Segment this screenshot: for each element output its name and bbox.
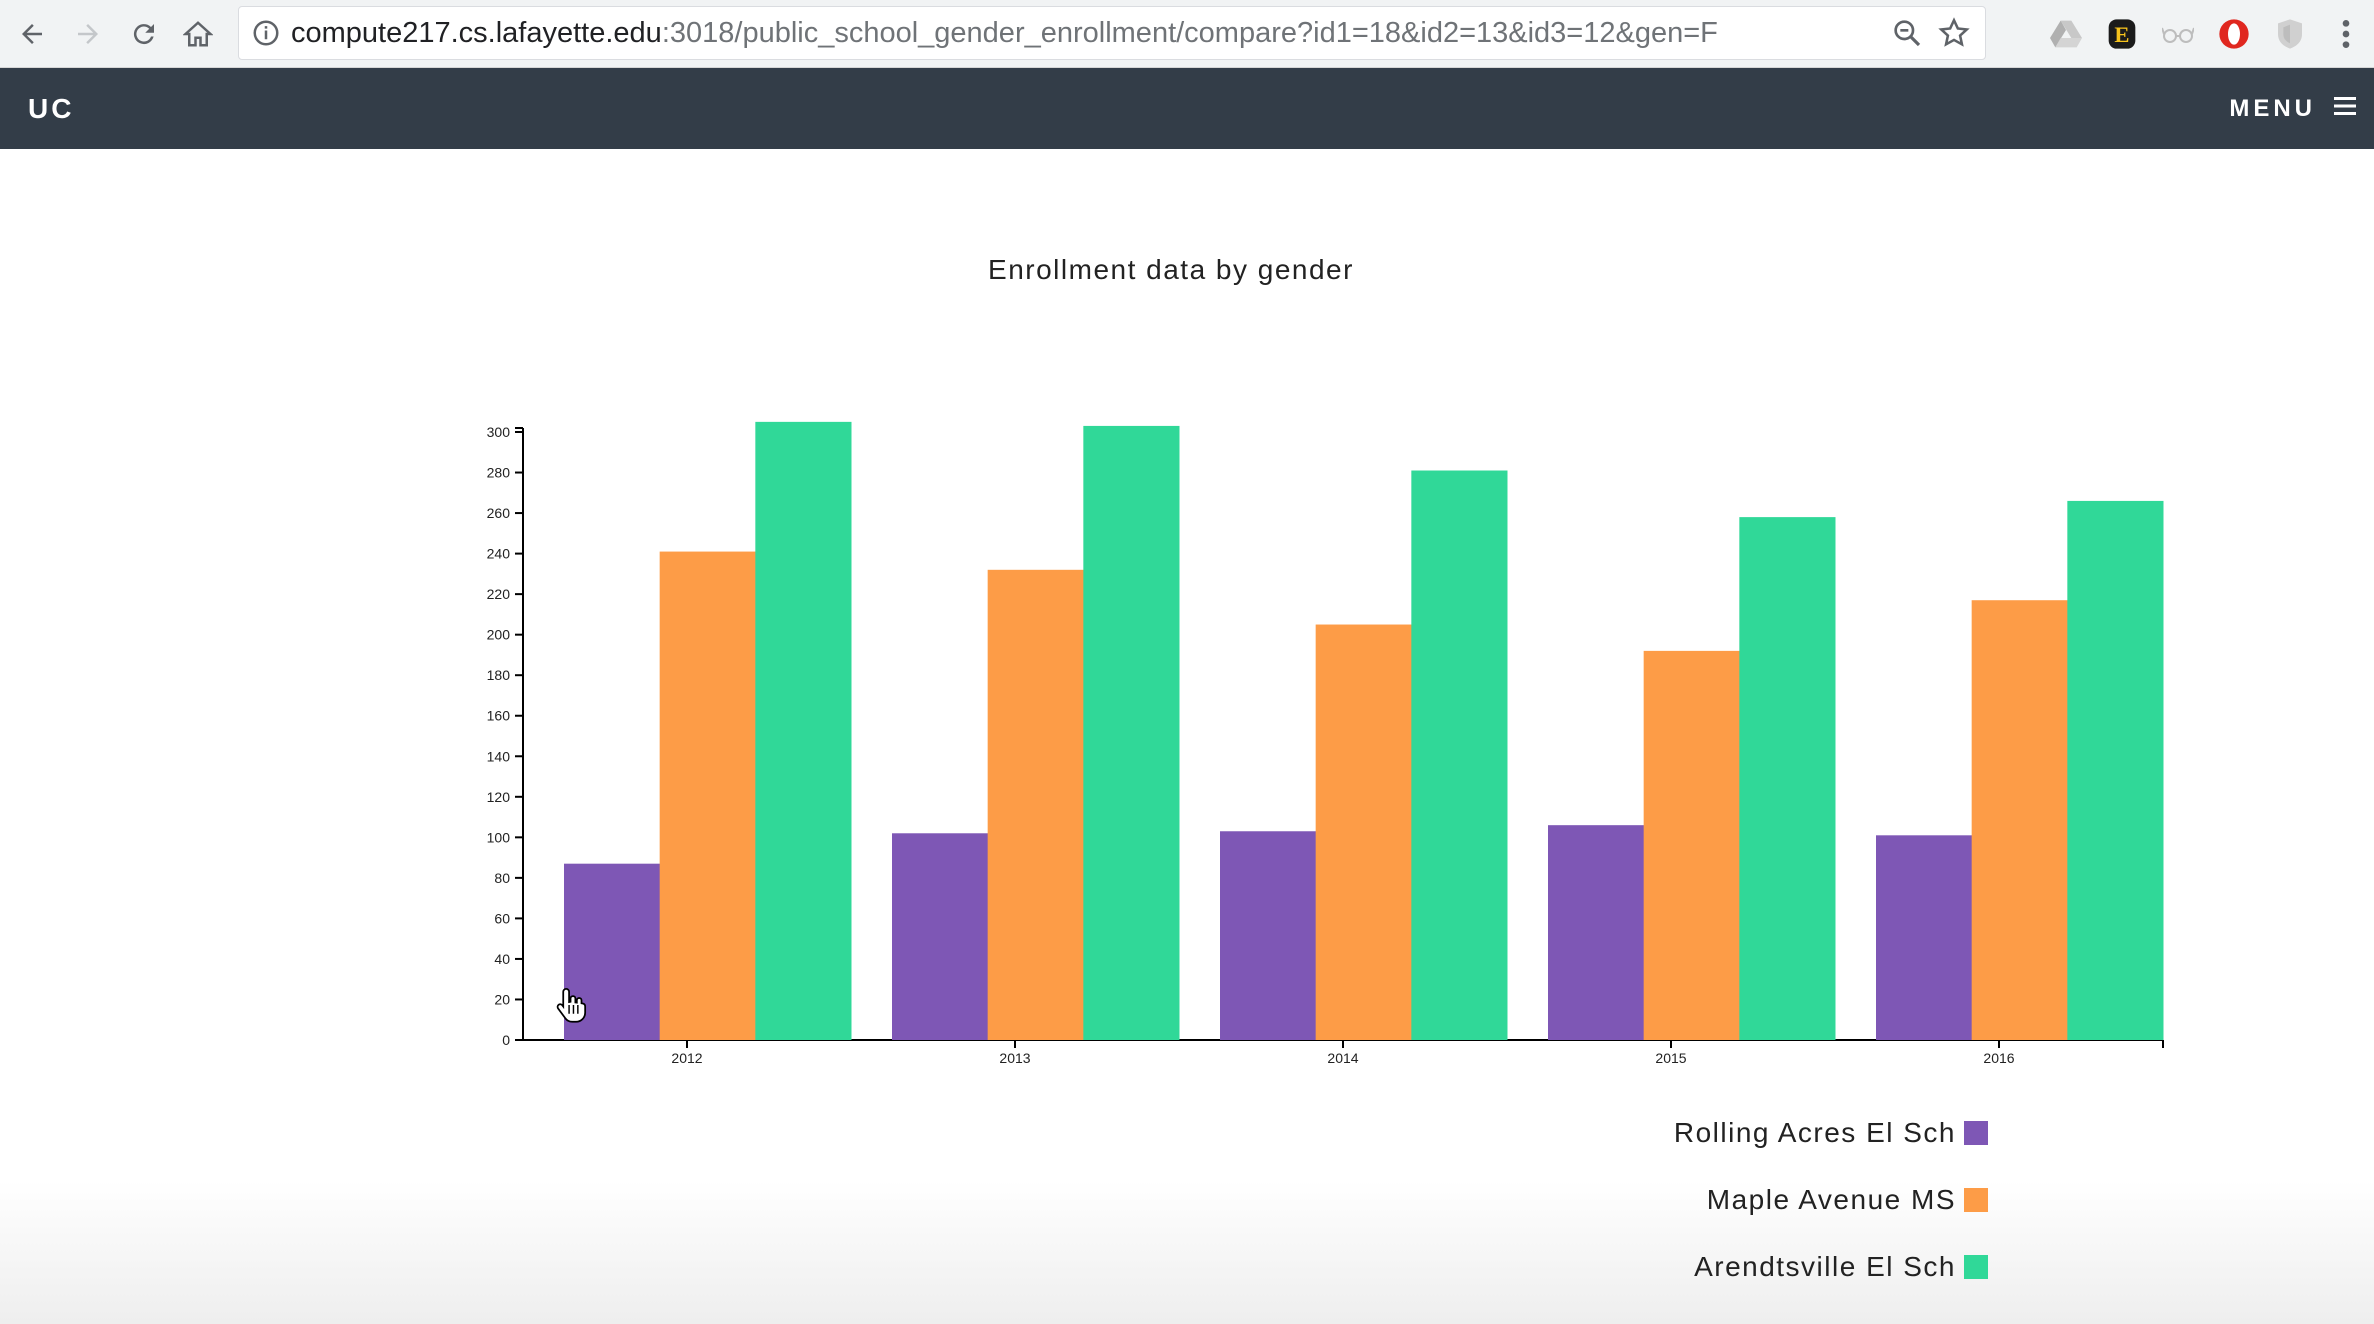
bar-arendtsville-el-sch-2013 [1083, 425, 1180, 1040]
site-info-icon[interactable] [251, 18, 281, 56]
x-tick-label: 2014 [1327, 1050, 1358, 1066]
legend-swatch [1964, 1188, 1988, 1212]
url-path: :3018/public_school_gender_enrollment/co… [661, 17, 1718, 49]
bar-rolling-acres-el-sch-2013 [892, 833, 989, 1040]
y-tick-label: 40 [494, 951, 510, 967]
back-button[interactable] [10, 12, 54, 56]
x-tick-label: 2016 [1983, 1050, 2014, 1066]
y-tick-label: 200 [487, 627, 511, 643]
x-tick-label: 2013 [999, 1050, 1030, 1066]
home-icon [183, 21, 213, 47]
legend-item: Arendtsville El Sch [1694, 1250, 1988, 1284]
svg-text:E: E [2114, 22, 2129, 47]
url-text[interactable]: compute217.cs.lafayette.edu:3018/public_… [291, 7, 1718, 59]
y-tick-label: 220 [487, 586, 511, 602]
legend-swatch [1964, 1121, 1988, 1145]
bar-rolling-acres-el-sch-2016 [1876, 835, 1973, 1040]
shield-extension-icon[interactable] [2270, 14, 2310, 54]
hamburger-icon [2334, 95, 2356, 123]
y-tick-label: 100 [487, 829, 511, 845]
y-tick-label: 140 [487, 748, 511, 764]
menu-button[interactable]: MENU [2229, 68, 2356, 149]
y-tick-label: 80 [494, 870, 510, 886]
app-navbar: UC MENU [0, 68, 2374, 149]
bar-maple-avenue-ms-2013 [987, 569, 1084, 1040]
y-tick-label: 300 [487, 424, 511, 440]
bar-arendtsville-el-sch-2012 [755, 421, 852, 1040]
y-tick-label: 60 [494, 910, 510, 926]
legend-label: Maple Avenue MS [1706, 1184, 1956, 1215]
y-axis: 0 20 40 60 80 100 120 140 160 180 200 220 240 260 280 3… [487, 424, 524, 1048]
chart-title: Enrollment data by gender [988, 254, 1354, 285]
bar-arendtsville-el-sch-2016 [2067, 500, 2164, 1040]
bars-group [564, 421, 2164, 1040]
legend-item: Maple Avenue MS [1707, 1183, 1988, 1217]
y-tick-label: 0 [502, 1032, 510, 1048]
evernote-extension-icon[interactable]: E [2102, 14, 2142, 54]
opera-extension-icon[interactable] [2214, 14, 2254, 54]
x-tick-label: 2015 [1655, 1050, 1686, 1066]
zoom-icon[interactable] [1891, 17, 1923, 57]
y-tick-label: 180 [487, 667, 511, 683]
drive-extension-icon[interactable] [2046, 14, 2086, 54]
y-tick-label: 160 [487, 708, 511, 724]
legend-swatch [1964, 1255, 1988, 1279]
browser-toolbar: compute217.cs.lafayette.edu:3018/public_… [0, 0, 2374, 68]
browser-menu-icon[interactable] [2326, 14, 2366, 54]
bar-rolling-acres-el-sch-2014 [1220, 831, 1317, 1040]
hand-cursor-icon [554, 986, 590, 1029]
forward-arrow-icon [78, 24, 98, 44]
x-tick-label: 2012 [671, 1050, 702, 1066]
legend-label: Arendtsville El Sch [1694, 1251, 1956, 1282]
forward-button[interactable] [66, 12, 110, 56]
menu-label: MENU [2229, 94, 2316, 122]
home-button[interactable] [176, 12, 220, 56]
back-arrow-icon [22, 24, 42, 44]
legend-label: Rolling Acres El Sch [1673, 1117, 1956, 1148]
glasses-extension-icon[interactable] [2158, 14, 2198, 54]
bar-maple-avenue-ms-2014 [1315, 624, 1412, 1040]
bar-arendtsville-el-sch-2015 [1739, 517, 1836, 1040]
legend-item: Rolling Acres El Sch [1674, 1116, 1988, 1150]
bar-maple-avenue-ms-2012 [659, 551, 756, 1040]
y-tick-label: 240 [487, 546, 511, 562]
url-host: compute217.cs.lafayette.edu [291, 17, 662, 49]
y-tick-label: 260 [487, 505, 511, 521]
bar-arendtsville-el-sch-2014 [1411, 470, 1508, 1040]
bar-maple-avenue-ms-2015 [1643, 650, 1740, 1040]
bar-maple-avenue-ms-2016 [1971, 600, 2068, 1040]
bar-rolling-acres-el-sch-2015 [1548, 825, 1645, 1040]
y-tick-label: 20 [494, 991, 510, 1007]
address-bar[interactable]: compute217.cs.lafayette.edu:3018/public_… [238, 6, 1986, 60]
y-tick-label: 120 [487, 789, 511, 805]
brand-logo[interactable]: UC [28, 93, 75, 124]
y-tick-label: 280 [487, 465, 511, 481]
x-axis: 2012 2013 2014 2015 2016 [523, 1039, 2164, 1066]
bookmark-star-icon[interactable] [1937, 16, 1971, 58]
